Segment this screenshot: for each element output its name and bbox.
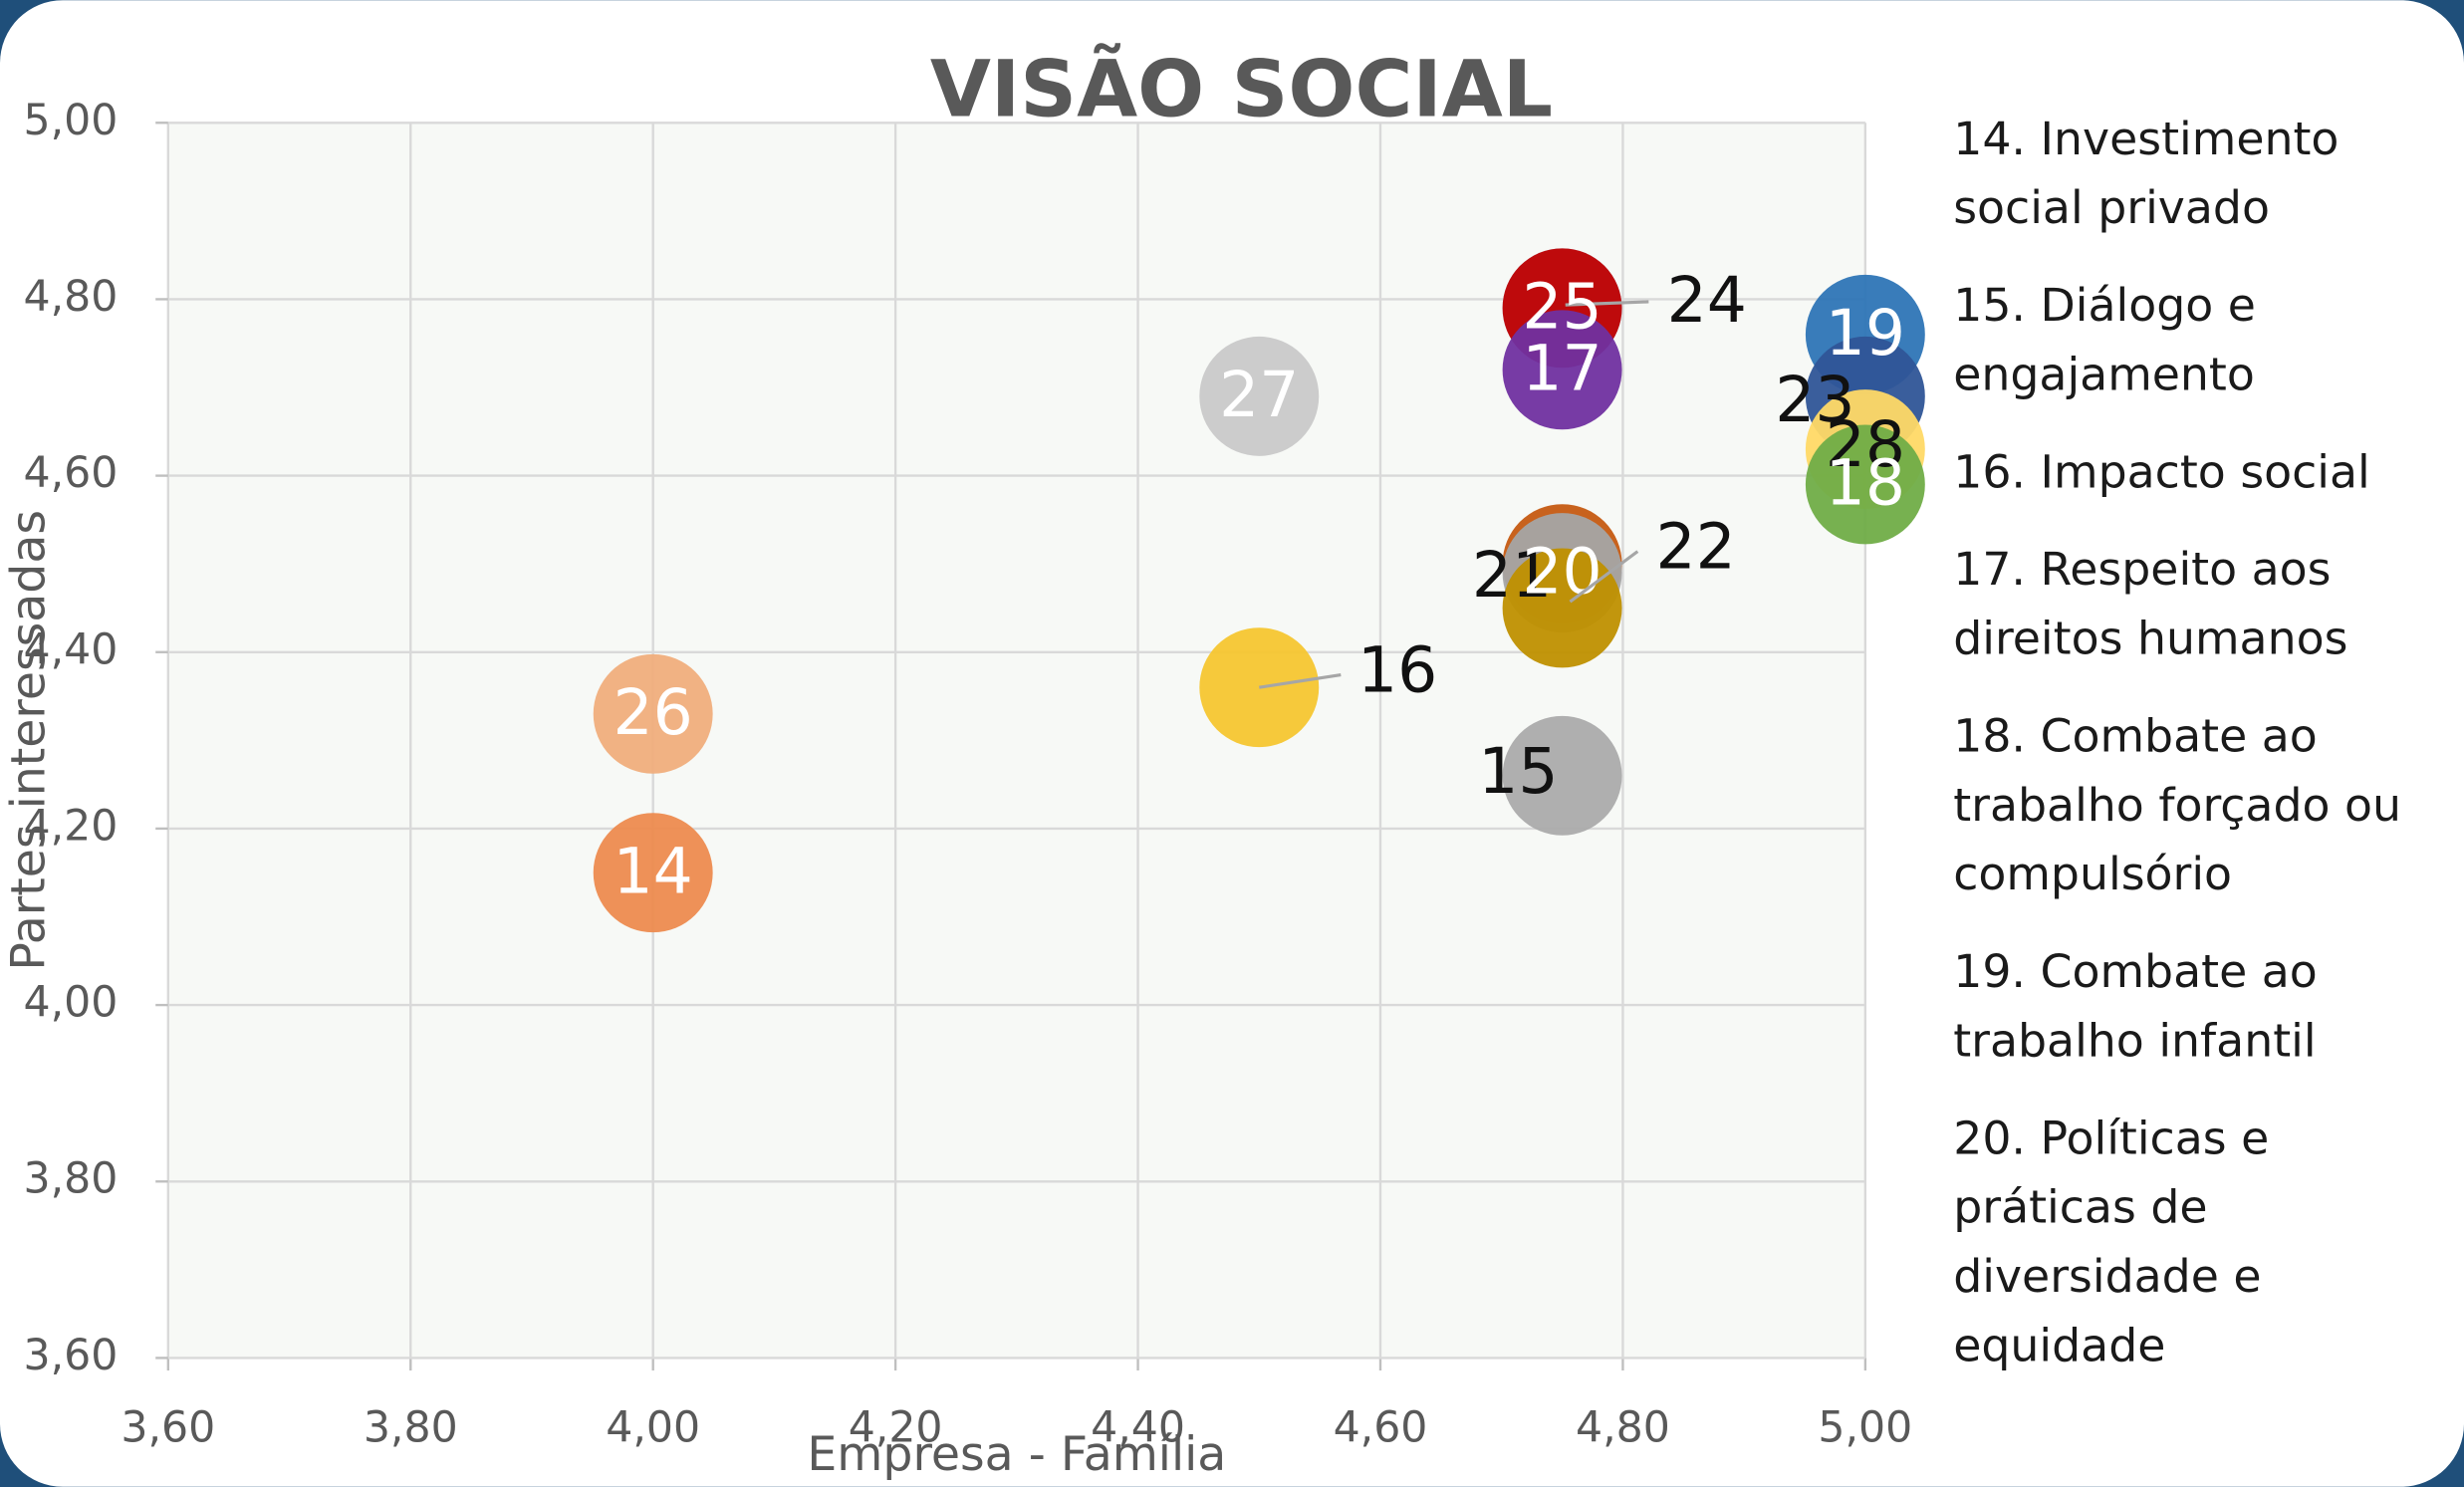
y-axis-title: Partes interessadas — [2, 510, 57, 971]
data-label: 15 — [1478, 734, 1558, 808]
bubble — [1502, 548, 1622, 668]
bubble — [1502, 310, 1622, 430]
leader-line — [1569, 550, 1639, 604]
data-label: 26 — [614, 675, 693, 749]
x-tick-label: 5,00 — [1818, 1403, 1912, 1453]
legend-item: 15. Diálogo e engajamento — [1953, 278, 2256, 401]
legend: 14. Investimento social privado 15. Diálo… — [1953, 104, 2456, 1379]
legend-item: 19. Combate ao trabalho infantil — [1953, 944, 2318, 1068]
y-tick-label: 3,60 — [23, 1331, 118, 1380]
leader-line — [1259, 673, 1342, 689]
data-label: 25 — [1522, 270, 1602, 344]
x-tick-label: 4,20 — [849, 1403, 943, 1453]
grid: 3,60 3,80 4,00 4,20 4,40 4,60 4,80 5,00 3,60 3,80… — [23, 96, 1912, 1453]
bubble — [1805, 424, 1925, 545]
legend-item: 18. Combate ao trabalho forçado ou compu… — [1953, 708, 2402, 901]
x-tick-label: 3,60 — [121, 1403, 215, 1453]
chart-title: VISÃO SOCIAL — [930, 43, 1553, 134]
x-tick-label: 4,00 — [606, 1403, 700, 1453]
y-tick-label: 4,80 — [23, 272, 118, 322]
y-tick-label: 4,00 — [23, 978, 118, 1028]
y-tick-label: 4,60 — [23, 448, 118, 498]
bubble — [1199, 336, 1320, 456]
bubble — [593, 813, 713, 933]
x-tick-label: 4,60 — [1334, 1403, 1428, 1453]
data-label: 17 — [1522, 332, 1602, 405]
y-tick-label: 4,20 — [23, 801, 118, 851]
x-tick-label: 4,40 — [1091, 1403, 1185, 1453]
data-label: 24 — [1667, 263, 1747, 337]
legend-item: 14. Investimento social privado — [1953, 112, 2340, 235]
data-label: 27 — [1219, 358, 1299, 431]
data-label: 14 — [614, 834, 693, 907]
legend-item: 16. Impacto social — [1953, 444, 2370, 499]
data-label: 22 — [1656, 510, 1736, 584]
data-label: 21 — [1472, 538, 1552, 612]
y-tick-label: 5,00 — [23, 96, 118, 145]
data-label: 20 — [1522, 534, 1602, 608]
y-tick-label: 4,40 — [23, 624, 118, 674]
bubble — [1199, 627, 1320, 748]
data-label: 16 — [1357, 633, 1437, 707]
leader-line — [1565, 300, 1649, 307]
y-tick-label: 3,80 — [23, 1154, 118, 1204]
legend-item: 20. Políticas e práticas de diversidade … — [1953, 1111, 2270, 1372]
data-label: 23 — [1775, 363, 1854, 436]
data-label: 28 — [1826, 407, 1905, 481]
x-tick-label: 4,80 — [1576, 1403, 1670, 1453]
legend-item: 17. Respeito aos direitos humanos — [1953, 542, 2348, 665]
x-axis-title: Empresa - Família — [807, 1427, 1226, 1482]
bubble — [593, 653, 713, 774]
bubble — [1502, 715, 1622, 836]
data-label: 18 — [1826, 446, 1905, 520]
data-label: 19 — [1826, 296, 1905, 370]
legend-box: 14. Investimento social privado 15. Diálo… — [1953, 104, 2456, 1379]
x-tick-label: 3,80 — [364, 1403, 458, 1453]
